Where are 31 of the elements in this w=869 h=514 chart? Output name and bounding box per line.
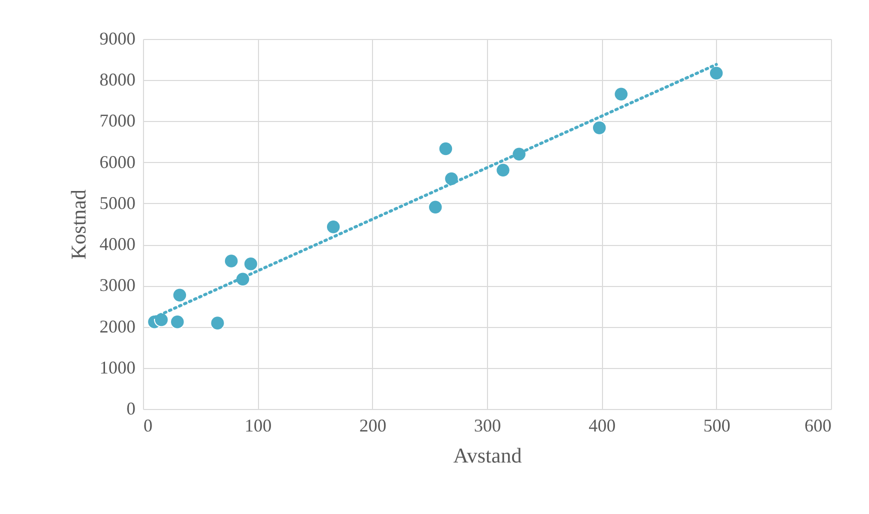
point: [210, 316, 225, 330]
y-tick-label: 6000: [100, 152, 136, 172]
y-axis-title: Kostnad: [66, 189, 90, 260]
x-tick-label: 600: [804, 416, 832, 436]
y-tick-label: 7000: [100, 110, 136, 131]
x-tick-label: 100: [244, 416, 272, 436]
point: [172, 288, 188, 302]
y-tick-label: 3000: [100, 275, 136, 296]
y-tick-label: 0: [126, 398, 136, 418]
point: [614, 86, 629, 102]
point: [224, 254, 239, 268]
x-tick-label: 500: [703, 416, 730, 436]
point: [170, 314, 185, 330]
y-tick-label: 5000: [100, 192, 136, 213]
x-tick-label: 0: [144, 416, 152, 436]
x-tick-label: 400: [588, 416, 616, 436]
point: [438, 141, 454, 156]
point: [708, 66, 724, 80]
x-axis-title: Avstand: [453, 444, 522, 468]
point: [326, 220, 341, 234]
point: [592, 120, 607, 136]
y-tick-label: 8000: [100, 70, 136, 90]
x-tick-label: 300: [474, 416, 501, 436]
x-tick-label: 200: [359, 416, 386, 436]
point: [243, 256, 258, 272]
point: [496, 162, 510, 178]
y-tick-label: 2000: [100, 316, 136, 336]
point: [428, 200, 443, 215]
y-tick-label: 4000: [100, 234, 136, 254]
y-tick-label: 1000: [100, 357, 136, 378]
y-tick-label: 9000: [100, 28, 136, 48]
